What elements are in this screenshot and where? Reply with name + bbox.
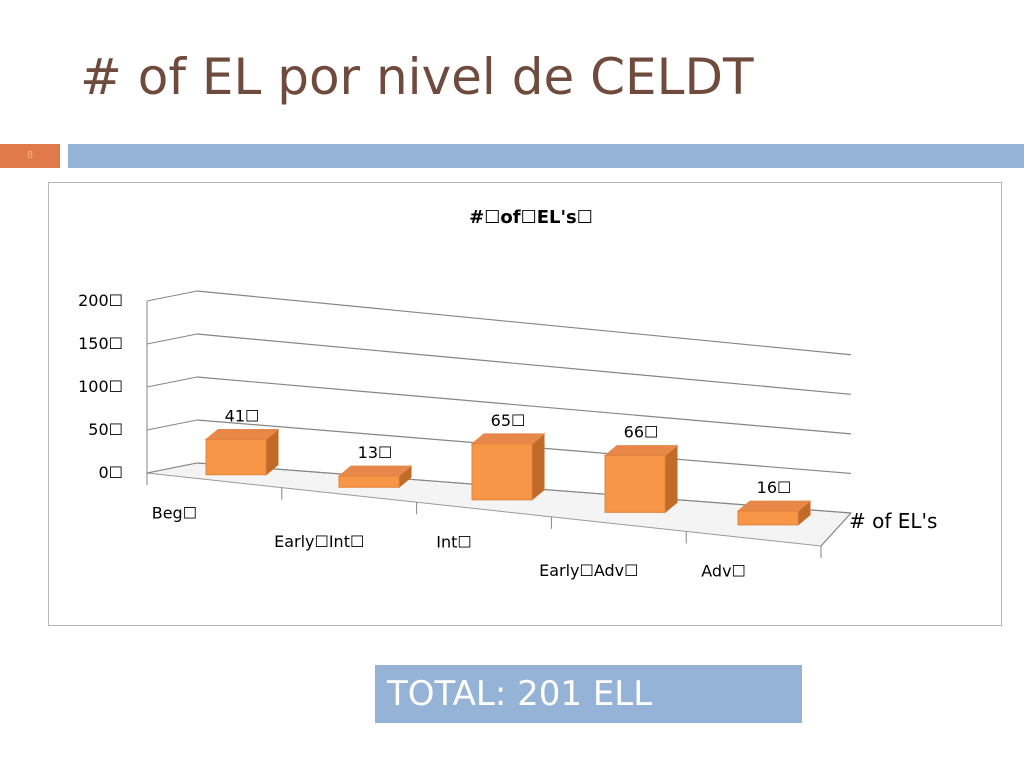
bar-top [470,433,546,445]
x-tick-label: Beg☐ [152,503,197,522]
total-callout: TOTAL: 201 ELL [375,665,802,723]
chart-title: #☐of☐EL's☐ [469,207,593,228]
bar-side [531,432,545,501]
chart-frame: 0☐ 50☐ 100☐ 150☐ 200☐ 41☐ Beg☐ 13☐ Early☐Int☐ 65☐… [48,182,1002,626]
gridline [196,290,852,356]
x-tick-label: Early☐Adv☐ [539,561,638,580]
y-tick-label: 50☐ [88,420,123,439]
bar-top [736,500,812,512]
bar-top [603,445,679,457]
bar [604,455,666,513]
accent-bar [0,144,60,168]
wall-gridline-side [146,376,198,388]
x-tick-label: Adv☐ [701,562,746,581]
bar [338,475,400,488]
series-label: # of EL's [849,509,937,533]
bar-side [664,444,678,514]
bar [471,443,533,501]
y-tick-label: 100☐ [78,377,123,396]
bar [737,510,799,526]
slide-number: 8 [26,150,34,161]
wall-gridline-side [146,290,198,302]
wall-gridline-side [146,462,198,474]
y-tick-label: 150☐ [78,334,123,353]
bar-top [204,429,280,440]
wall-gridline-side [146,333,198,345]
gridline [196,333,852,395]
x-tick-label: Int☐ [436,533,471,552]
header-rule [68,144,1024,168]
floor-right-edge [820,512,852,547]
bar [205,439,267,476]
chart-3d-column: 0☐ 50☐ 100☐ 150☐ 200☐ 41☐ Beg☐ 13☐ Early☐Int☐ 65☐… [78,207,937,581]
data-label: 65☐ [491,411,526,430]
data-label: 66☐ [624,423,659,442]
y-tick-label: 0☐ [98,463,123,482]
data-label: 13☐ [358,443,393,462]
y-tick-label: 200☐ [78,291,123,310]
x-tick-label: Early☐Int☐ [274,532,364,551]
bar-top [337,465,413,477]
wall-gridline-side [146,419,198,431]
data-label: 41☐ [225,407,260,426]
data-label: 16☐ [757,478,792,497]
gridline [196,376,852,435]
slide-title: # of EL por nivel de CELDT [80,48,754,106]
